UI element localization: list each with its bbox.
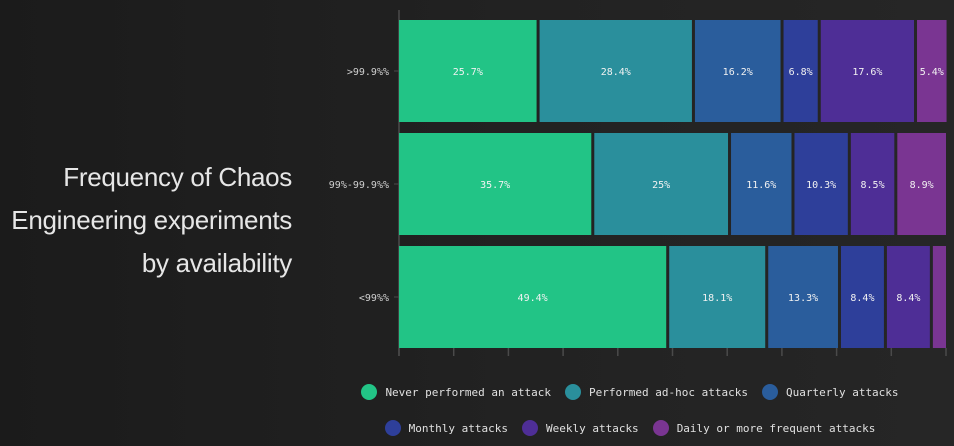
legend-item-never: Never performed an attack bbox=[361, 384, 551, 400]
data-label: 25% bbox=[652, 180, 670, 191]
data-label: 5.4% bbox=[920, 67, 944, 78]
bar-segment bbox=[594, 133, 729, 235]
bar-segment bbox=[694, 20, 781, 122]
data-label: 25.7% bbox=[453, 67, 483, 78]
legend-swatch-daily bbox=[652, 420, 669, 436]
bar-segment bbox=[794, 133, 848, 235]
data-label: 18.1% bbox=[702, 293, 732, 304]
data-label: 16.2% bbox=[723, 67, 753, 78]
bar-segment bbox=[783, 20, 818, 122]
data-label: 35.7% bbox=[480, 180, 510, 191]
bar-segment bbox=[399, 20, 537, 122]
legend-label-adhoc: Performed ad-hoc attacks bbox=[589, 385, 748, 399]
legend-swatch-never bbox=[361, 384, 378, 400]
legend-swatch-adhoc bbox=[565, 384, 582, 400]
data-label: 13.3% bbox=[788, 293, 818, 304]
legend: Never performed an attack Performed ad-h… bbox=[300, 374, 954, 446]
legend-label-daily: Daily or more frequent attacks bbox=[676, 421, 876, 435]
bar-segment bbox=[539, 20, 692, 122]
bar-segment bbox=[399, 246, 667, 348]
bar-segment bbox=[820, 20, 915, 122]
legend-item-weekly: Weekly attacks bbox=[521, 420, 639, 436]
legend-label-never: Never performed an attack bbox=[385, 385, 552, 399]
legend-row-2: Monthly attacks Weekly attacks Daily or … bbox=[300, 410, 954, 446]
legend-label-monthly: Monthly attacks bbox=[408, 421, 508, 435]
data-label: 11.6% bbox=[746, 180, 776, 191]
bar-segment bbox=[850, 133, 895, 235]
legend-item-quarterly: Quarterly attacks bbox=[761, 384, 899, 400]
bar-segment bbox=[932, 246, 946, 348]
legend-label-quarterly: Quarterly attacks bbox=[785, 385, 899, 399]
legend-label-weekly: Weekly attacks bbox=[545, 421, 639, 435]
category-label: <99%% bbox=[359, 293, 389, 304]
bar-segment bbox=[399, 133, 592, 235]
data-label: 17.6% bbox=[852, 67, 882, 78]
data-label: 49.4% bbox=[518, 293, 548, 304]
legend-item-adhoc: Performed ad-hoc attacks bbox=[565, 384, 748, 400]
legend-swatch-weekly bbox=[521, 420, 538, 436]
chart-title-line-2: Engineering experiments bbox=[11, 205, 292, 235]
bar-segment bbox=[840, 246, 884, 348]
data-label: 8.4% bbox=[850, 293, 874, 304]
chart-title: Frequency of Chaos Engineering experimen… bbox=[0, 156, 292, 285]
legend-item-daily: Daily or more frequent attacks bbox=[652, 420, 876, 436]
category-label: 99%-99.9%% bbox=[329, 180, 389, 191]
bar-segment bbox=[897, 133, 946, 235]
legend-row-1: Never performed an attack Performed ad-h… bbox=[300, 374, 954, 410]
legend-swatch-quarterly bbox=[761, 384, 778, 400]
category-label: >99.9%% bbox=[347, 67, 389, 78]
data-label: 8.9% bbox=[910, 180, 934, 191]
bar-segment bbox=[886, 246, 930, 348]
bar-segment bbox=[669, 246, 766, 348]
data-label: 10.3% bbox=[806, 180, 836, 191]
data-label: 6.8% bbox=[789, 67, 813, 78]
chart-title-line-3: by availability bbox=[141, 248, 292, 278]
bar-segment bbox=[917, 20, 947, 122]
bar-segment bbox=[768, 246, 838, 348]
data-label: 8.4% bbox=[896, 293, 920, 304]
bar-segment bbox=[731, 133, 792, 235]
data-label: 28.4% bbox=[601, 67, 631, 78]
stacked-bar-chart: >99.9%% 25.7% 28.4% 16.2% 6.8% 17.6% 5.4% 99%-9… bbox=[329, 10, 947, 356]
legend-swatch-monthly bbox=[384, 420, 401, 436]
data-label: 8.5% bbox=[861, 180, 885, 191]
legend-item-monthly: Monthly attacks bbox=[384, 420, 508, 436]
chart-title-line-1: Frequency of Chaos bbox=[63, 162, 292, 192]
